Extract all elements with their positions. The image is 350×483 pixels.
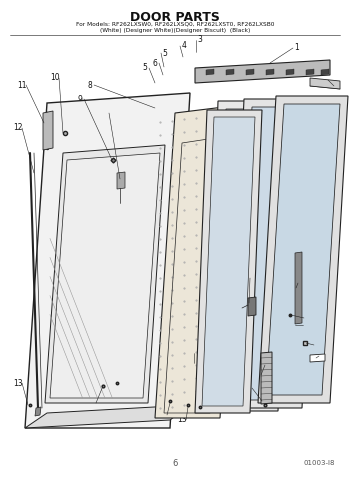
Text: 13: 13 <box>13 379 23 387</box>
Text: 3: 3 <box>197 35 202 44</box>
Text: 8: 8 <box>88 81 92 89</box>
Text: 11: 11 <box>17 81 27 89</box>
Polygon shape <box>310 354 325 362</box>
Polygon shape <box>266 104 340 395</box>
Polygon shape <box>45 145 165 403</box>
Polygon shape <box>35 407 41 416</box>
Text: 18: 18 <box>297 279 307 287</box>
Polygon shape <box>266 69 274 75</box>
Polygon shape <box>195 60 330 83</box>
Polygon shape <box>238 107 308 400</box>
Text: 10: 10 <box>50 73 60 83</box>
Polygon shape <box>310 78 340 89</box>
Polygon shape <box>258 96 348 403</box>
Polygon shape <box>226 69 234 75</box>
Text: 12: 12 <box>193 358 203 368</box>
Text: (White) (Designer White)(Designer Biscuit)  (Black): (White) (Designer White)(Designer Biscui… <box>100 28 250 33</box>
Polygon shape <box>208 101 288 411</box>
Polygon shape <box>50 153 160 398</box>
Text: 5: 5 <box>142 63 147 72</box>
Polygon shape <box>202 117 255 406</box>
Text: 19: 19 <box>303 313 313 323</box>
Text: 22: 22 <box>241 273 251 283</box>
Text: 13: 13 <box>302 321 312 329</box>
Text: 10: 10 <box>313 341 323 350</box>
Polygon shape <box>286 69 294 75</box>
Text: 1: 1 <box>295 43 299 53</box>
Text: 21: 21 <box>243 384 253 393</box>
Text: 13: 13 <box>158 411 168 420</box>
Text: DOOR PARTS: DOOR PARTS <box>130 11 220 24</box>
Polygon shape <box>43 111 53 150</box>
Text: 15: 15 <box>318 352 328 360</box>
Polygon shape <box>195 110 262 413</box>
Polygon shape <box>230 99 316 408</box>
Polygon shape <box>295 252 302 324</box>
Text: 9: 9 <box>78 95 83 103</box>
Text: 12: 12 <box>13 124 23 132</box>
Text: 17: 17 <box>252 370 262 380</box>
Text: 7: 7 <box>103 109 107 117</box>
Text: 2: 2 <box>336 82 340 90</box>
Polygon shape <box>216 109 280 403</box>
Polygon shape <box>25 93 190 428</box>
Text: 01003-l8: 01003-l8 <box>303 460 335 466</box>
Polygon shape <box>206 69 214 75</box>
Polygon shape <box>117 172 125 189</box>
Polygon shape <box>25 405 190 428</box>
Text: 5: 5 <box>162 48 167 57</box>
Text: 13: 13 <box>177 415 187 425</box>
Polygon shape <box>261 352 272 404</box>
Polygon shape <box>248 297 256 316</box>
Text: 6: 6 <box>153 58 158 68</box>
Text: 4: 4 <box>182 42 187 51</box>
Text: 6: 6 <box>172 458 178 468</box>
Polygon shape <box>321 69 329 75</box>
Polygon shape <box>246 69 254 75</box>
Polygon shape <box>306 69 314 75</box>
Text: 13: 13 <box>87 398 97 408</box>
Polygon shape <box>155 105 240 418</box>
Text: For Models: RF262LXSW0, RF262LXSQ0, RF262LXST0, RF262LXSB0: For Models: RF262LXSW0, RF262LXSQ0, RF26… <box>76 21 274 26</box>
